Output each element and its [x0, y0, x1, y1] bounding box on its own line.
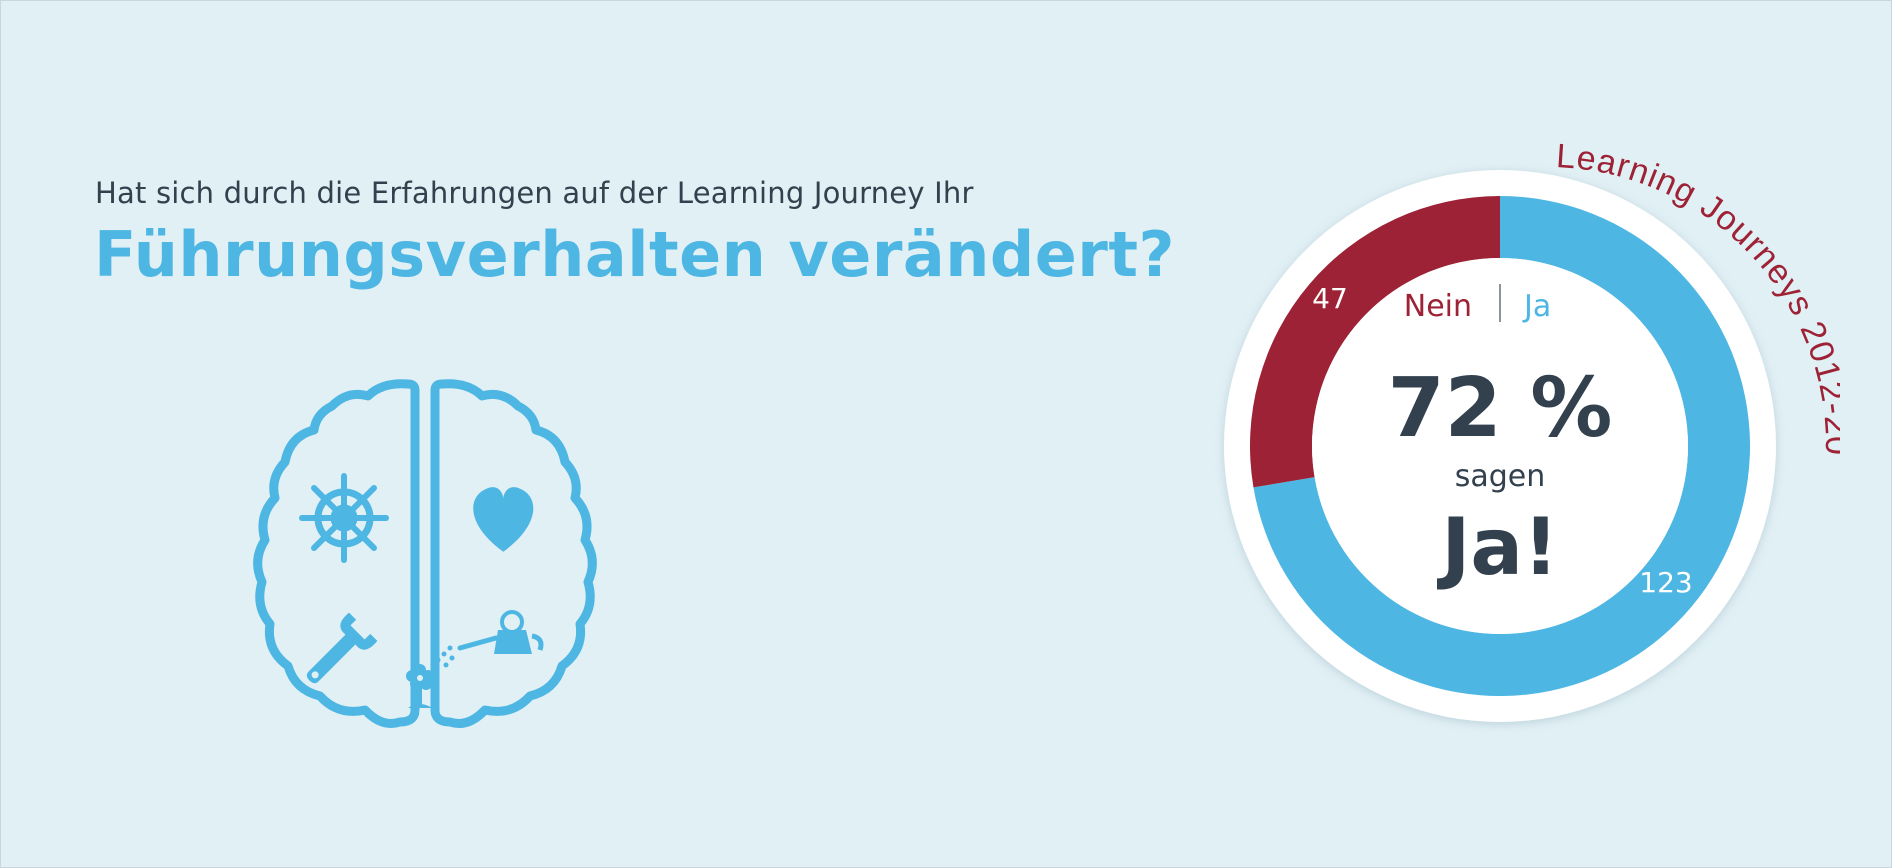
center-percent: 72 % — [1388, 361, 1613, 456]
brain-left-hemisphere — [253, 379, 420, 728]
watering-can-icon — [406, 610, 544, 708]
brain-right-hemisphere — [430, 379, 597, 728]
legend-nein: Nein — [1404, 289, 1472, 324]
legend-ja: Ja — [1522, 289, 1551, 324]
question-title: Führungsverhalten verändert? — [94, 218, 1175, 291]
wrench-icon — [306, 612, 378, 684]
slice-nein — [1250, 196, 1500, 488]
question-subtitle: Hat sich durch die Erfahrungen auf der L… — [95, 176, 974, 210]
brain-icon — [253, 379, 597, 728]
ship-wheel-icon — [299, 473, 389, 563]
value-label-nein: 47 — [1312, 282, 1348, 315]
value-label-ja: 123 — [1639, 566, 1692, 599]
center-answer: Ja! — [1436, 503, 1558, 593]
donut-hole — [1312, 258, 1688, 634]
center-sagen: sagen — [1455, 459, 1546, 494]
heart-icon — [473, 487, 534, 552]
